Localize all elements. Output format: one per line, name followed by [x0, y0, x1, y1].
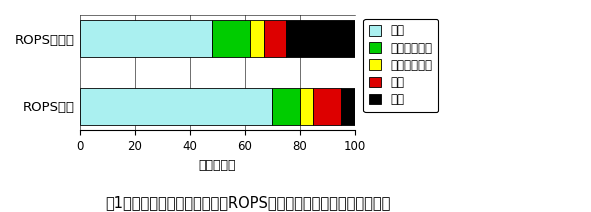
- Bar: [80, 20, 212, 57]
- Legend: 無傷, 通院不要ケガ, 通院必要ケガ, 入院, 死亡: 無傷, 通院不要ケガ, 通院必要ケガ, 入院, 死亡: [363, 19, 439, 112]
- Bar: [264, 20, 286, 57]
- X-axis label: 割合（％）: 割合（％）: [199, 159, 236, 172]
- Bar: [286, 20, 355, 57]
- Bar: [250, 20, 264, 57]
- Text: 図1　転落・転倒事故におけるROPSの有無によるケガの程度の差異: 図1 転落・転倒事故におけるROPSの有無によるケガの程度の差異: [106, 195, 391, 210]
- Bar: [80, 88, 272, 125]
- Bar: [300, 88, 313, 125]
- Bar: [313, 88, 341, 125]
- Bar: [212, 20, 250, 57]
- Bar: [341, 88, 355, 125]
- Bar: [272, 88, 300, 125]
